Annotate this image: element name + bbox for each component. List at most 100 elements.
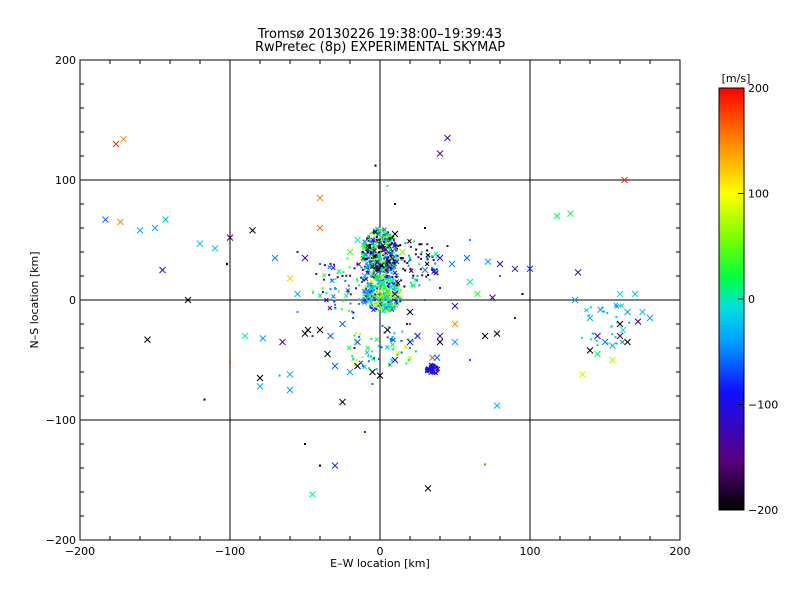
colorbar-tick-label: 0	[748, 293, 755, 306]
cluster-point	[377, 358, 380, 361]
cluster-point	[435, 372, 438, 375]
cluster-point	[396, 304, 399, 307]
cluster-point	[372, 252, 375, 255]
scatter-point-x	[621, 176, 628, 184]
cluster-point	[388, 240, 391, 243]
cluster-point	[370, 266, 373, 269]
cluster-point	[355, 331, 358, 334]
data-points	[102, 134, 654, 498]
cluster-point	[378, 278, 381, 281]
cluster-point	[414, 253, 417, 256]
cluster-point	[389, 234, 392, 237]
scatter-point-x	[331, 462, 339, 469]
scatter-point-x	[346, 345, 352, 351]
scatter-point-x	[526, 265, 534, 273]
y-tick-label: 200	[55, 54, 76, 67]
scatter-point-x	[259, 335, 267, 342]
cluster-point	[388, 241, 391, 244]
cluster-point	[342, 270, 345, 273]
scatter-point-dot	[401, 257, 404, 259]
scatter-point-x	[346, 248, 354, 256]
cluster-point	[367, 283, 370, 286]
scatter-point-dot	[416, 275, 419, 277]
cluster-point	[362, 256, 365, 259]
cluster-point	[385, 235, 388, 238]
scatter-point-x	[316, 224, 324, 232]
cluster-point	[365, 295, 368, 298]
cluster-point	[390, 339, 393, 342]
cluster-point	[392, 298, 395, 301]
scatter-point-x	[365, 243, 370, 249]
cluster-point	[378, 293, 381, 296]
scatter-point-x	[343, 293, 349, 299]
cluster-point	[381, 250, 384, 253]
cluster-point	[382, 280, 385, 283]
cluster-point	[344, 280, 347, 283]
cluster-point	[362, 297, 365, 300]
scatter-point-dot	[334, 287, 336, 289]
cluster-point	[366, 237, 369, 240]
cluster-point	[387, 294, 390, 297]
x-tick-label: −100	[215, 545, 245, 558]
scatter-point-x	[184, 296, 192, 304]
cluster-point	[406, 261, 409, 264]
cluster-point	[397, 298, 400, 301]
scatter-point-x	[211, 245, 219, 252]
cluster-point	[591, 332, 594, 335]
cluster-point	[376, 287, 379, 290]
cluster-point	[370, 337, 373, 340]
cluster-point	[351, 359, 354, 362]
cluster-point	[374, 251, 377, 254]
scatter-point-x	[624, 308, 631, 316]
cluster-point	[391, 305, 394, 308]
scatter-point-dot	[311, 335, 314, 337]
cluster-point	[325, 292, 328, 295]
cluster-point	[346, 257, 349, 260]
cluster-point	[377, 275, 380, 278]
cluster-point	[367, 267, 370, 270]
cluster-point	[398, 295, 401, 298]
scatter-point-x	[151, 224, 159, 232]
scatter-point-x	[436, 338, 444, 346]
cluster-point	[311, 292, 314, 295]
cluster-point	[366, 250, 369, 253]
cluster-point	[374, 246, 377, 249]
scatter-point-x	[389, 278, 395, 284]
cluster-point	[375, 290, 378, 293]
scatter-point-x	[433, 354, 441, 361]
scatter-point-x	[574, 269, 582, 276]
cluster-point	[385, 272, 388, 275]
cluster-point	[430, 255, 433, 258]
cluster-point	[387, 265, 390, 268]
cluster-point	[389, 308, 392, 311]
scatter-point-x	[162, 216, 169, 223]
cluster-point	[379, 285, 382, 288]
x-tick-label: 100	[520, 545, 541, 558]
scatter-point-dot	[367, 269, 369, 271]
cluster-point	[409, 245, 412, 248]
scatter-point-x	[597, 306, 604, 313]
cluster-point	[372, 272, 375, 275]
cluster-point	[399, 244, 402, 247]
scatter-point-dot	[514, 317, 516, 319]
cluster-point	[393, 247, 396, 250]
cluster-point	[385, 260, 388, 263]
cluster-point	[387, 283, 390, 286]
cluster-point	[418, 263, 421, 266]
scatter-point-x	[196, 240, 204, 247]
cluster-point	[370, 299, 373, 302]
scatter-point-x	[361, 243, 366, 248]
cluster-point	[392, 284, 395, 287]
cluster-point	[351, 355, 354, 358]
cluster-point	[378, 251, 381, 254]
scatter-point-x	[436, 150, 444, 157]
cluster-point	[378, 227, 381, 230]
cluster-point	[381, 228, 384, 231]
cluster-point	[370, 304, 373, 307]
cluster-point	[392, 266, 395, 269]
cluster-point	[394, 242, 397, 245]
cluster-point	[368, 304, 371, 307]
scatter-point-x	[619, 326, 627, 334]
scatter-point-x	[324, 297, 329, 303]
cluster-point	[390, 248, 393, 251]
